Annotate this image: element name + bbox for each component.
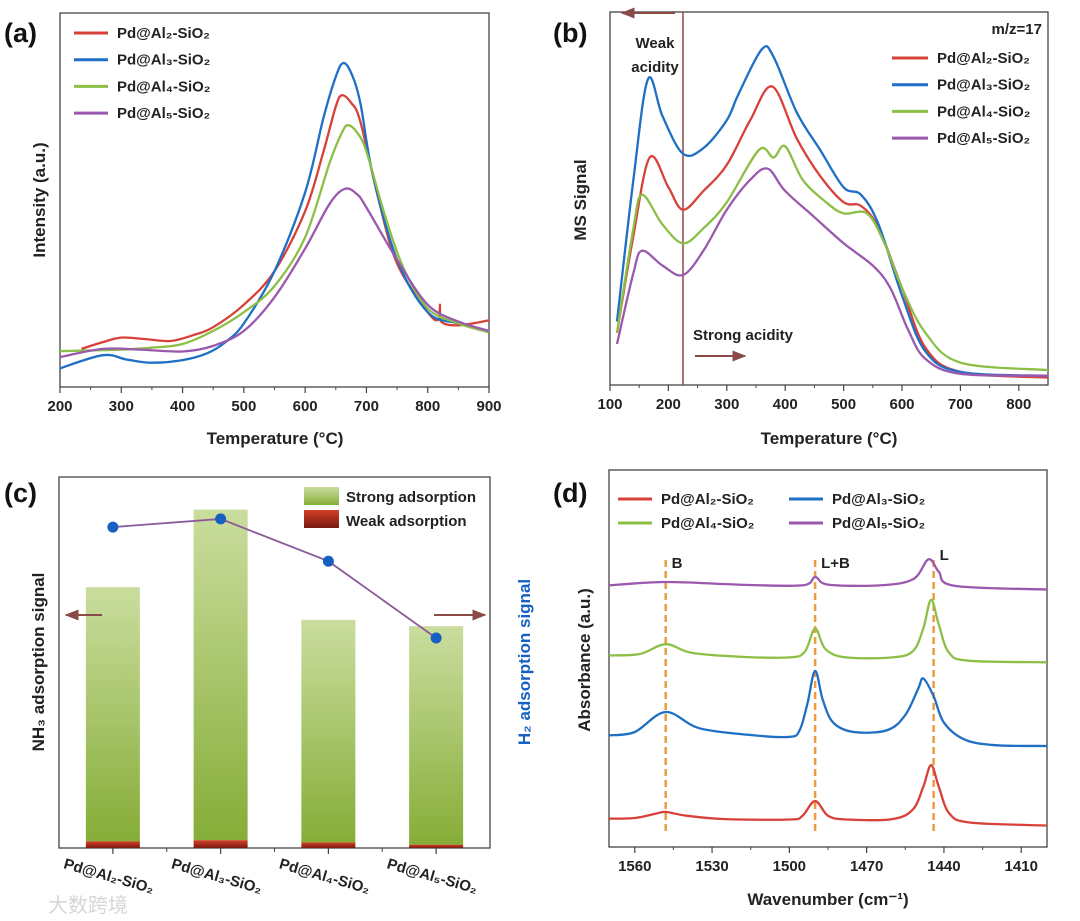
x-tick-label: 1530 [695, 858, 728, 875]
x-tick-label: 900 [476, 398, 501, 415]
peak-label: B [672, 555, 683, 572]
y-axis-label-a: Intensity (a.u.) [30, 142, 49, 257]
x-tick-label: 500 [231, 398, 256, 415]
legend-label: Pd@Al₅-SiO₂ [117, 105, 210, 122]
legend-label: Pd@Al₂-SiO₂ [117, 25, 210, 42]
series-line [59, 124, 490, 353]
bar-strong-adsorption [85, 587, 140, 842]
legend-label: Pd@Al₃-SiO₂ [832, 491, 925, 508]
x-tick-label: 200 [47, 398, 72, 415]
bar-weak-adsorption [301, 842, 356, 848]
series-line [59, 187, 490, 359]
x-axis-label-b: Temperature (°C) [761, 429, 898, 448]
x-tick-label: 600 [293, 398, 318, 415]
legend-label: Strong adsorption [346, 489, 476, 506]
x-tick-label: 100 [597, 396, 622, 413]
legend-title-b: m/z=17 [992, 21, 1042, 38]
annotation-weak-2: acidity [631, 59, 679, 76]
series-line [59, 61, 490, 370]
panel-d: 1560 1530 1500 1470 1440 1410 B L+B L Pd@Al₂-SiO₂… [608, 469, 1048, 875]
series-line [608, 558, 1048, 591]
legend-label: Pd@Al₄-SiO₂ [937, 103, 1030, 120]
y-axis-label-d: Absorbance (a.u.) [575, 588, 594, 732]
x-tick-label: 800 [1006, 396, 1031, 413]
y-axis-label-right-c: H₂ adsorption signal [515, 579, 534, 745]
panel-a: 200 300 400 500 600 700 800 900 Pd@Al₂-SiO₂ Pd@Al… [47, 12, 502, 415]
x-tick-label: 1440 [927, 858, 960, 875]
x-tick-label: 400 [773, 396, 798, 413]
plot-frame [609, 11, 1049, 386]
h2-line [112, 518, 437, 639]
x-tick-label: 1500 [773, 858, 806, 875]
bar-weak-adsorption [193, 840, 248, 848]
h2-point [430, 632, 442, 644]
series-line [615, 167, 1049, 377]
y-axis-label-left-c: NH₃ adsorption signal [29, 573, 48, 752]
legend-label: Weak adsorption [346, 513, 467, 530]
x-tick-label: 1560 [618, 858, 651, 875]
bar-weak-adsorption [409, 844, 464, 848]
panel-b: 100 200 300 400 500 600 700 800 Pd@Al₂-SiO₂ Pd@Al… [597, 11, 1049, 413]
h2-point [215, 513, 227, 525]
x-axis-label-a: Temperature (°C) [207, 429, 344, 448]
legend-label: Pd@Al₅-SiO₂ [937, 130, 1030, 147]
x-tick-label: Pd@Al₅-SiO₂ [385, 856, 479, 898]
x-tick-label: 400 [170, 398, 195, 415]
x-axis-label-d: Wavenumber (cm⁻¹) [747, 890, 908, 909]
x-tick-label: 1410 [1005, 858, 1038, 875]
h2-point [322, 555, 334, 567]
x-tick-label: 200 [656, 396, 681, 413]
series-line [615, 85, 1049, 379]
legend-label: Pd@Al₄-SiO₂ [661, 515, 754, 532]
x-tick-label: Pd@Al₂-SiO₂ [62, 856, 156, 898]
peak-label: L [940, 547, 949, 564]
legend-swatch [304, 487, 339, 505]
plot-frame [59, 12, 490, 388]
bar-strong-adsorption [301, 619, 356, 843]
series-line [608, 669, 1048, 748]
legend-label: Pd@Al₃-SiO₂ [117, 52, 210, 69]
legend-label: Pd@Al₅-SiO₂ [832, 515, 925, 532]
legend-label: Pd@Al₃-SiO₂ [937, 77, 1030, 94]
series-line [608, 598, 1048, 664]
legend-swatch [304, 510, 339, 528]
series-line [615, 144, 1049, 372]
y-axis-label-b: MS Signal [571, 159, 590, 240]
annotation-strong: Strong acidity [693, 327, 794, 344]
x-tick-label: 800 [415, 398, 440, 415]
legend-label: Pd@Al₂-SiO₂ [661, 491, 754, 508]
x-tick-label: 700 [354, 398, 379, 415]
panel-label-c: (c) [4, 478, 37, 508]
x-tick-label: Pd@Al₄-SiO₂ [277, 856, 372, 898]
watermark: 大数跨境 [48, 894, 128, 917]
peak-label: L+B [821, 555, 850, 572]
x-tick-label: 700 [948, 396, 973, 413]
series-line [608, 764, 1048, 827]
series-line [615, 45, 1049, 377]
bar-strong-adsorption [193, 509, 248, 841]
bar-strong-adsorption [409, 626, 464, 845]
x-tick-label: 300 [109, 398, 134, 415]
annotation-weak-1: Weak [636, 35, 676, 52]
panel-label-b: (b) [553, 18, 587, 48]
panel-c: Pd@Al₂-SiO₂ Pd@Al₃-SiO₂ Pd@Al₄-SiO₂ Pd@Al₅-… [58, 476, 491, 898]
bar-weak-adsorption [85, 841, 140, 848]
panel-label-d: (d) [553, 478, 587, 508]
panel-label-a: (a) [4, 18, 37, 48]
x-tick-label: 300 [714, 396, 739, 413]
x-tick-label: 600 [889, 396, 914, 413]
x-tick-label: 1470 [850, 858, 883, 875]
legend-label: Pd@Al₂-SiO₂ [937, 50, 1030, 67]
x-tick-label: Pd@Al₃-SiO₂ [170, 856, 264, 898]
x-tick-label: 500 [831, 396, 856, 413]
h2-point [107, 521, 119, 533]
legend-label: Pd@Al₄-SiO₂ [117, 78, 210, 95]
